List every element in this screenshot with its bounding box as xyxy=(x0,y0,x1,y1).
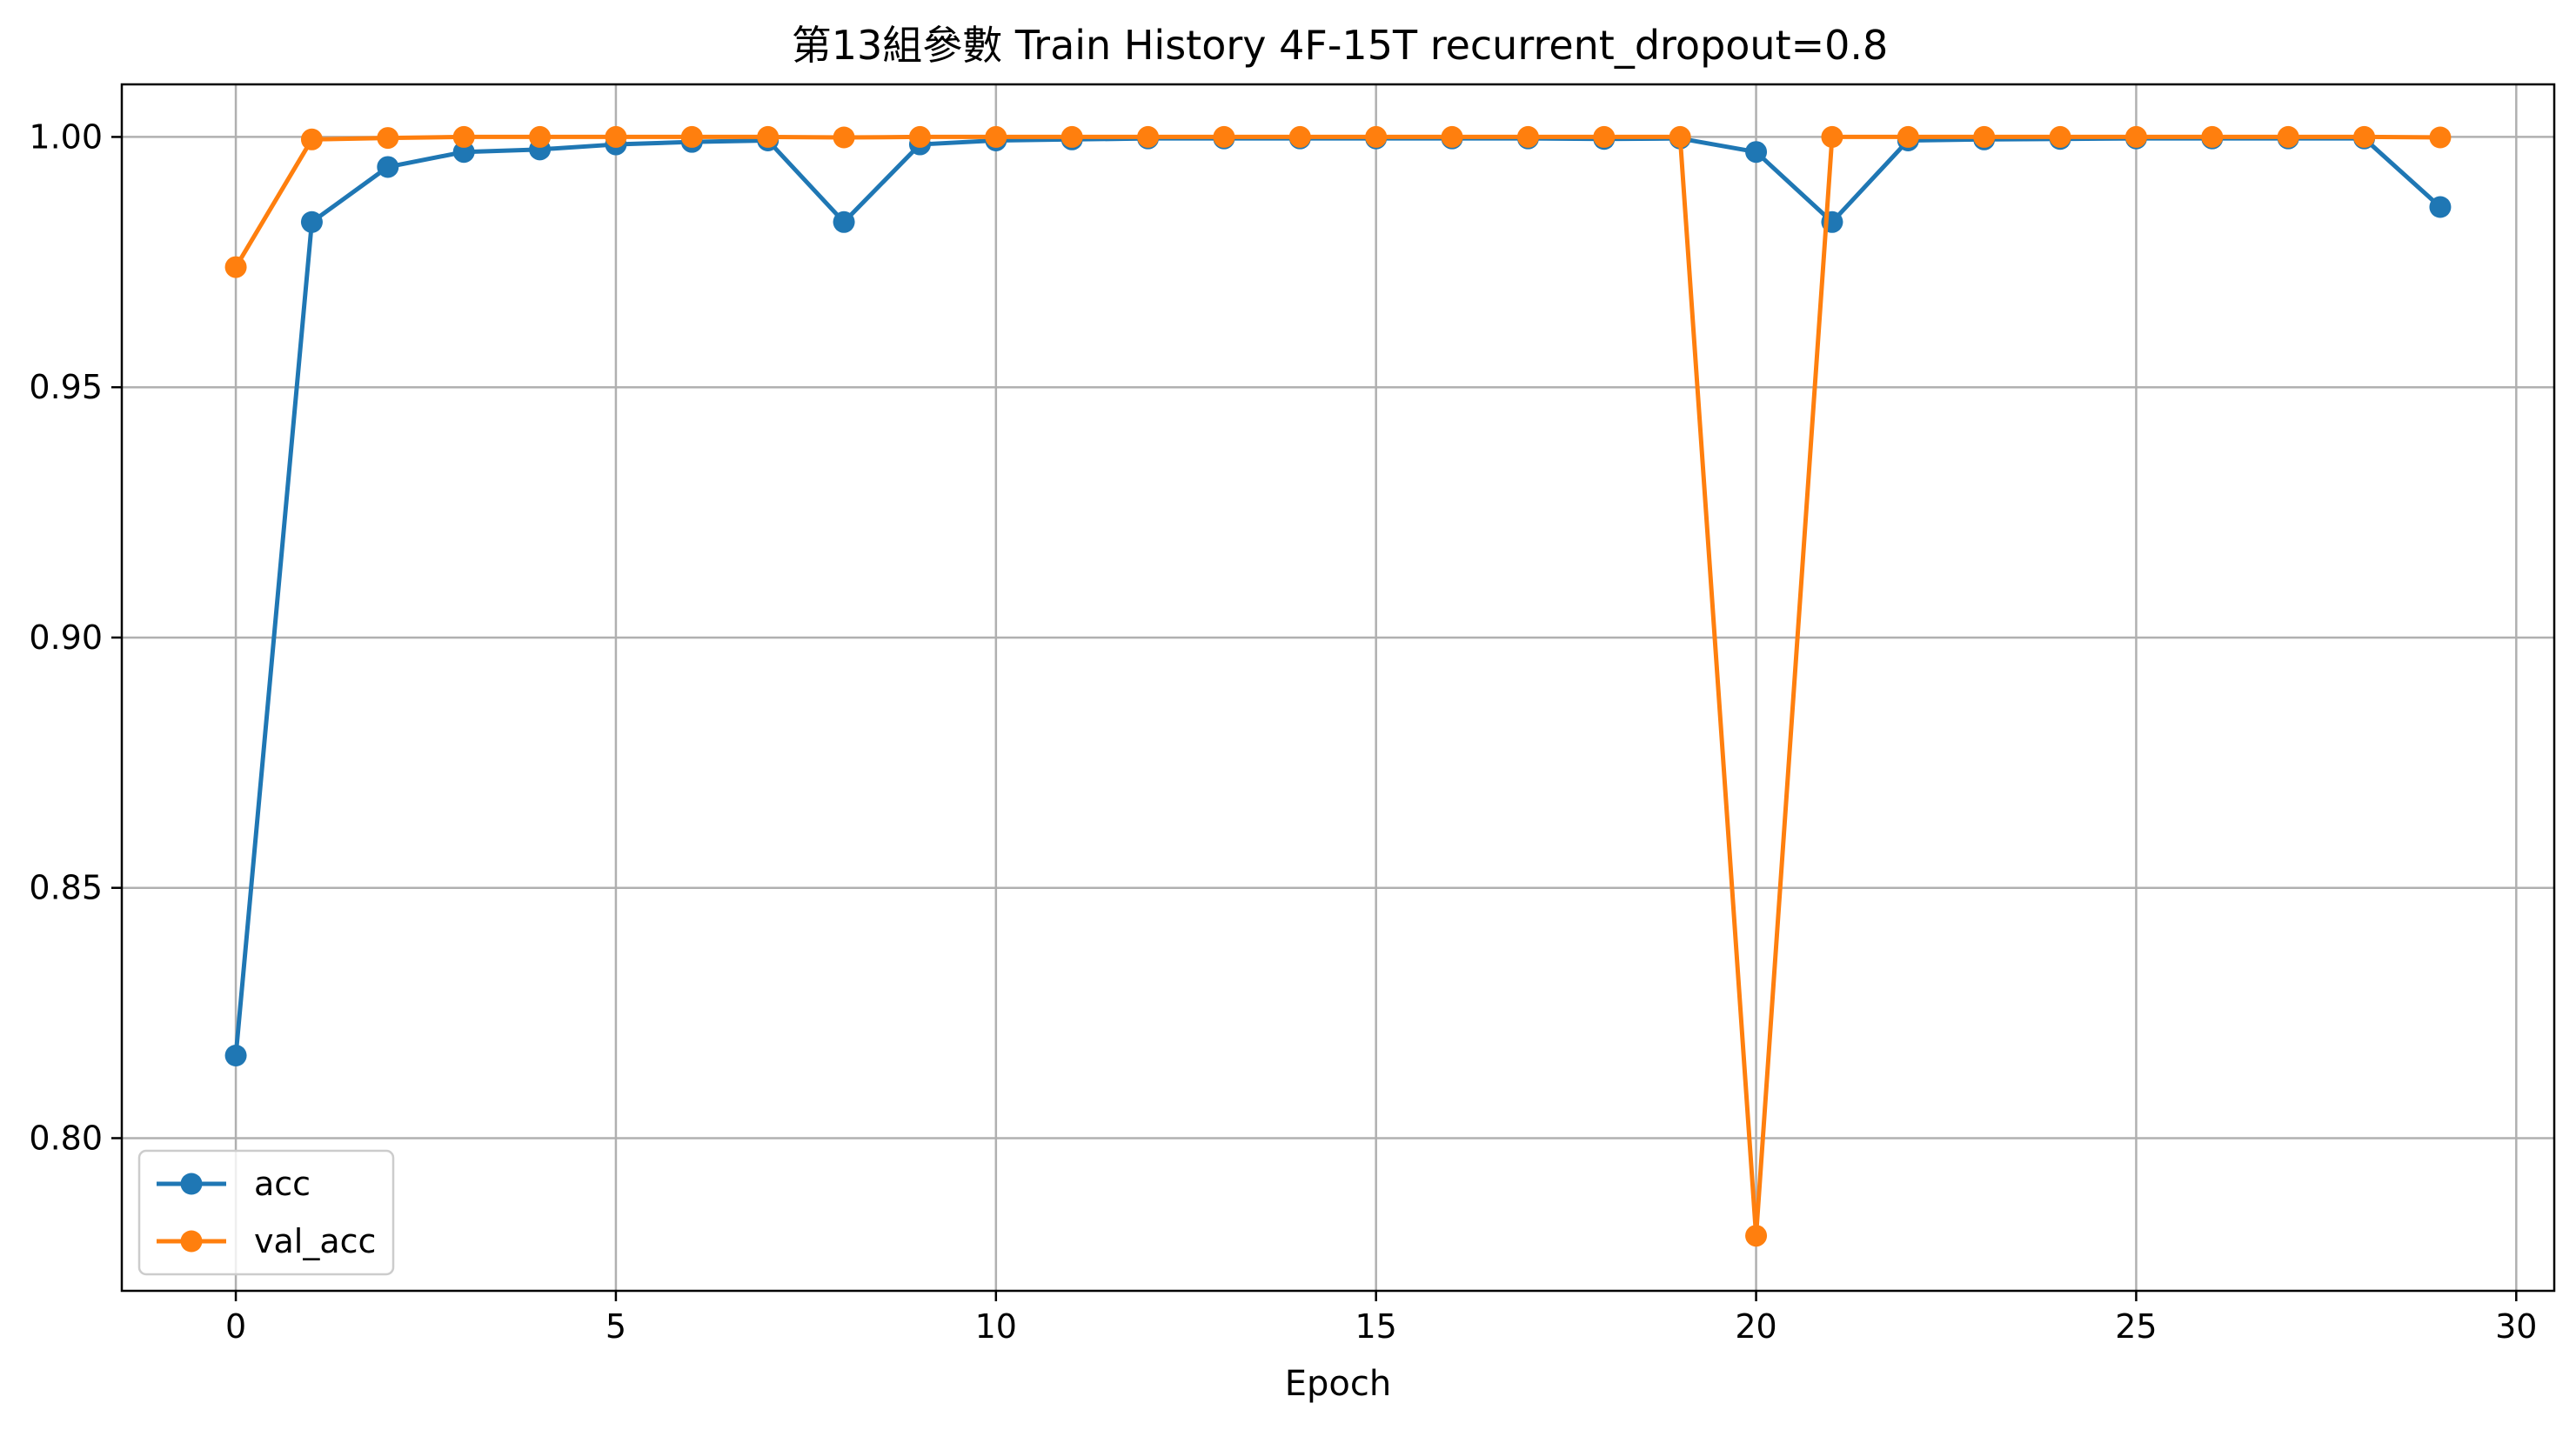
data-point xyxy=(2429,196,2452,218)
data-point xyxy=(2124,125,2147,148)
data-point xyxy=(1897,125,1919,148)
x-axis-label: Epoch xyxy=(1285,1364,1391,1404)
data-point xyxy=(757,125,779,148)
data-point xyxy=(1669,125,1691,148)
data-point xyxy=(1745,1225,1768,1247)
x-tick-label: 5 xyxy=(606,1307,626,1346)
data-point xyxy=(833,210,855,233)
data-point xyxy=(908,125,931,148)
legend: acc val_acc xyxy=(137,1149,395,1276)
data-point xyxy=(224,256,247,278)
axis-ticks: 0 5 10 15 20 25 30 0.80 0.85 0.90 0.95 1.00 xyxy=(29,117,2537,1346)
data-point xyxy=(377,156,399,178)
x-tick-label: 0 xyxy=(225,1307,246,1346)
data-point xyxy=(2049,125,2071,148)
data-point xyxy=(605,125,627,148)
legend-label: acc xyxy=(254,1165,311,1203)
legend-label: val_acc xyxy=(254,1222,376,1260)
data-point xyxy=(1973,125,1996,148)
x-tick-label: 20 xyxy=(1735,1307,1776,1346)
data-point xyxy=(1137,125,1160,148)
data-point xyxy=(1061,125,1083,148)
legend-marker xyxy=(180,1230,203,1253)
data-point xyxy=(300,128,323,150)
series-line xyxy=(233,134,2440,1239)
legend-marker xyxy=(180,1173,203,1195)
y-tick-label: 1.00 xyxy=(29,117,103,156)
chart-title: 第13組參數 Train History 4F-15T recurrent_dr… xyxy=(792,22,1889,69)
data-point xyxy=(833,126,855,149)
data-point xyxy=(680,125,703,148)
grid-lines xyxy=(122,84,2554,1291)
y-tick-label: 0.85 xyxy=(29,869,103,907)
data-point xyxy=(300,210,323,233)
data-point xyxy=(2277,125,2299,148)
data-point xyxy=(224,1045,247,1067)
data-point xyxy=(452,141,475,164)
plot-area-frame xyxy=(120,83,2556,1293)
y-tick-label: 0.90 xyxy=(29,618,103,657)
series-val-acc xyxy=(224,125,2452,1247)
data-point xyxy=(1745,141,1768,164)
data-point xyxy=(1365,125,1388,148)
y-tick-label: 0.80 xyxy=(29,1119,103,1157)
data-point xyxy=(377,127,399,150)
data-point xyxy=(1516,125,1539,148)
x-tick-label: 15 xyxy=(1355,1307,1397,1346)
legend-item: val_acc xyxy=(157,1222,376,1260)
data-point xyxy=(1593,125,1616,148)
x-tick-label: 30 xyxy=(2495,1307,2537,1346)
data-point xyxy=(1213,125,1235,148)
data-point xyxy=(1441,125,1463,148)
data-point xyxy=(452,125,475,148)
y-tick-label: 0.95 xyxy=(29,368,103,406)
data-point xyxy=(2201,125,2224,148)
data-series xyxy=(224,125,2452,1247)
x-tick-label: 10 xyxy=(975,1307,1017,1346)
data-point xyxy=(2429,126,2452,149)
legend-item: acc xyxy=(157,1165,311,1203)
data-point xyxy=(529,125,552,148)
data-point xyxy=(2353,125,2376,148)
x-tick-label: 25 xyxy=(2115,1307,2157,1346)
data-point xyxy=(985,125,1007,148)
data-point xyxy=(1821,125,1843,148)
data-point xyxy=(1288,125,1311,148)
